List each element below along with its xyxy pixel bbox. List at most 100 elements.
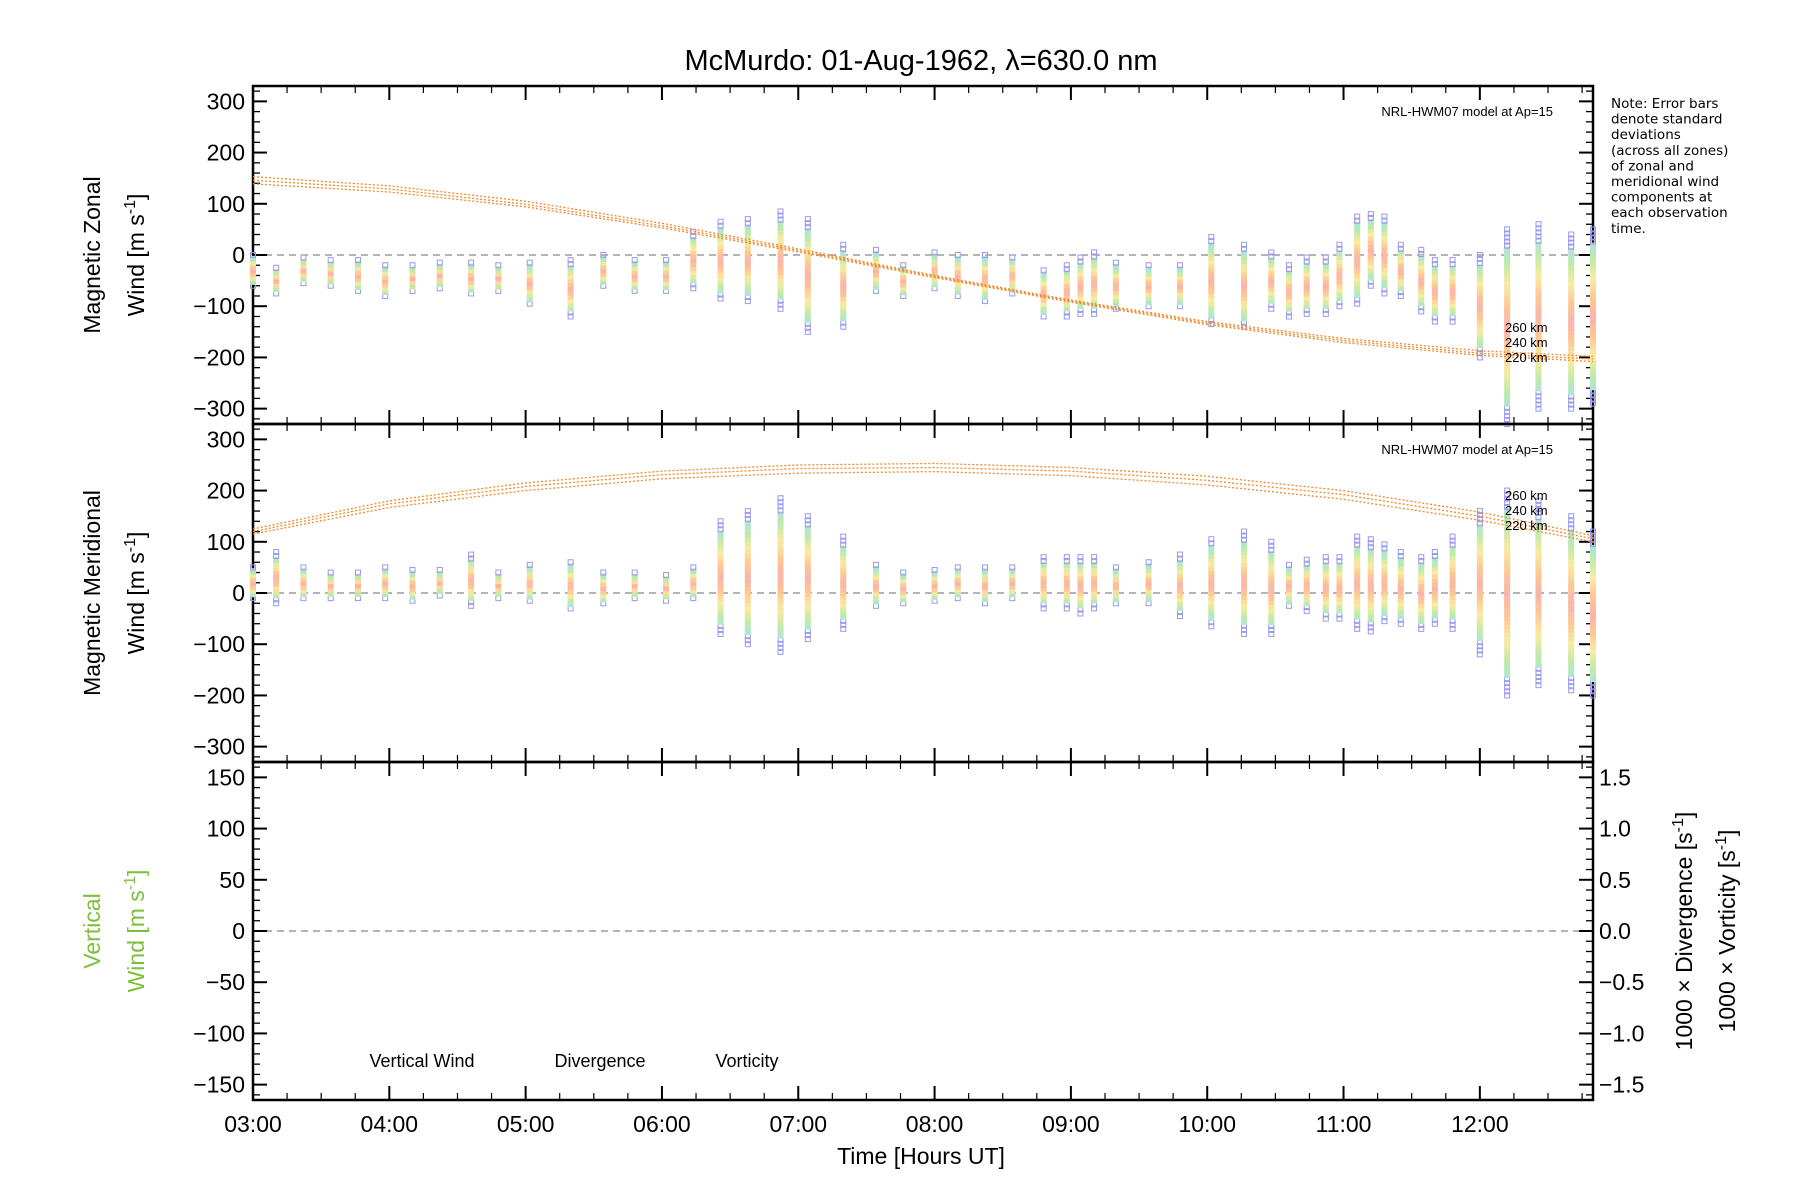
observation-mark bbox=[1354, 213, 1361, 220]
observation-mark bbox=[1476, 647, 1483, 654]
observation-mark bbox=[468, 602, 475, 609]
observation-mark bbox=[526, 561, 533, 568]
y-tick-label: −50 bbox=[206, 969, 245, 995]
observation-mark bbox=[1535, 497, 1542, 504]
observation-mark bbox=[1286, 565, 1293, 572]
observation-mark bbox=[1354, 221, 1361, 228]
observation-mark bbox=[1063, 558, 1070, 565]
observation-mark bbox=[1504, 688, 1511, 695]
observation-mark bbox=[744, 220, 751, 227]
observation-mark bbox=[1535, 393, 1542, 400]
y-axis-label-sup: -1 bbox=[122, 200, 139, 214]
observation-mark bbox=[1418, 308, 1425, 315]
observation-mark bbox=[1568, 513, 1575, 520]
observation-mark bbox=[1568, 517, 1575, 524]
observation-mark bbox=[872, 246, 879, 253]
observation-mark bbox=[744, 520, 751, 527]
observation-mark bbox=[300, 568, 307, 575]
observation-mark bbox=[1112, 259, 1119, 266]
observation-mark bbox=[1367, 282, 1374, 289]
observation-mark bbox=[777, 640, 784, 647]
legend-item: Vertical Wind bbox=[369, 1051, 474, 1071]
observation-mark bbox=[1268, 550, 1275, 557]
observation-mark bbox=[1208, 238, 1215, 245]
y-tick-label: 100 bbox=[207, 816, 245, 842]
zonal-panel: 300 200 100 0 −100 −200 −300 Magnetic Zonal Wind… bbox=[79, 84, 1596, 427]
observation-mark bbox=[526, 565, 533, 572]
observation-mark bbox=[1476, 260, 1483, 267]
observation-mark bbox=[1590, 528, 1596, 535]
observation-mark bbox=[777, 305, 784, 312]
note-line: each observation bbox=[1611, 205, 1728, 221]
observation-mark bbox=[1286, 266, 1293, 273]
observation-mark bbox=[1112, 564, 1119, 571]
observation-mark bbox=[1336, 558, 1343, 565]
observation-mark bbox=[1418, 562, 1425, 569]
note-line: meridional wind bbox=[1611, 174, 1719, 190]
observation-mark bbox=[744, 641, 751, 648]
observation-mark bbox=[1241, 540, 1248, 547]
observation-mark bbox=[1303, 258, 1310, 265]
observation-mark bbox=[436, 259, 443, 266]
observation-mark bbox=[777, 208, 784, 215]
observation-mark bbox=[1091, 605, 1098, 612]
observation-mark bbox=[1476, 516, 1483, 523]
observation-mark bbox=[327, 261, 334, 268]
y-tick-label: 0 bbox=[232, 580, 245, 606]
observation-mark bbox=[1063, 313, 1070, 320]
observation-mark bbox=[1208, 536, 1215, 543]
observation-mark bbox=[1418, 250, 1425, 257]
observation-mark bbox=[690, 232, 697, 239]
observation-mark bbox=[1504, 499, 1511, 506]
observation-mark bbox=[1535, 241, 1542, 248]
observation-mark bbox=[1268, 630, 1275, 637]
chart-title: McMurdo: 01-Aug-1962, λ=630.0 nm bbox=[684, 45, 1157, 77]
observation-mark bbox=[1077, 610, 1084, 617]
observation-mark bbox=[777, 511, 784, 518]
observation-mark bbox=[567, 563, 574, 570]
observation-mark bbox=[1208, 623, 1215, 630]
observation-mark bbox=[1241, 249, 1248, 256]
observation-mark bbox=[1590, 242, 1596, 249]
note-line: denote standard bbox=[1611, 112, 1722, 128]
observation-mark bbox=[777, 212, 784, 219]
observation-mark bbox=[436, 263, 443, 270]
observation-mark bbox=[777, 499, 784, 506]
y-tick-label: 200 bbox=[207, 140, 245, 166]
observation-mark bbox=[900, 573, 907, 580]
observation-mark bbox=[1286, 561, 1293, 568]
observation-mark bbox=[1449, 257, 1456, 264]
observation-mark bbox=[1112, 263, 1119, 270]
observation-mark bbox=[273, 552, 280, 559]
observation-mark bbox=[717, 226, 724, 233]
observation-mark bbox=[1241, 536, 1248, 543]
model-curve-label: 220 km bbox=[1505, 350, 1548, 365]
observation-mark bbox=[1476, 256, 1483, 263]
observation-mark bbox=[1568, 235, 1575, 242]
observation-mark bbox=[1418, 625, 1425, 632]
observation-mark bbox=[1336, 245, 1343, 252]
divergence-axis-sup: -1 bbox=[1670, 818, 1687, 832]
y-tick-label: 300 bbox=[207, 88, 245, 114]
observation-mark bbox=[1397, 549, 1404, 556]
observation-mark bbox=[1040, 558, 1047, 565]
x-axis-label: Time [Hours UT] bbox=[837, 1143, 1005, 1169]
observation-mark bbox=[872, 250, 879, 257]
observation-mark bbox=[744, 512, 751, 519]
observation-mark bbox=[1381, 545, 1388, 552]
observation-mark bbox=[872, 561, 879, 568]
x-tick-label: 03:00 bbox=[224, 1111, 282, 1137]
observation-mark bbox=[1476, 354, 1483, 361]
observation-mark bbox=[840, 533, 847, 540]
model-curve bbox=[252, 175, 1594, 358]
observation-mark bbox=[1568, 529, 1575, 536]
observation-mark bbox=[1354, 537, 1361, 544]
observation-mark bbox=[250, 564, 256, 571]
observation-mark bbox=[1176, 266, 1183, 273]
y-tick-label: −100 bbox=[193, 631, 245, 657]
observation-mark bbox=[1322, 254, 1329, 261]
y-axis-label-sup: -1 bbox=[122, 876, 139, 890]
observation-mark bbox=[1568, 405, 1575, 412]
observation-mark bbox=[1381, 221, 1388, 228]
observation-mark bbox=[931, 566, 938, 573]
